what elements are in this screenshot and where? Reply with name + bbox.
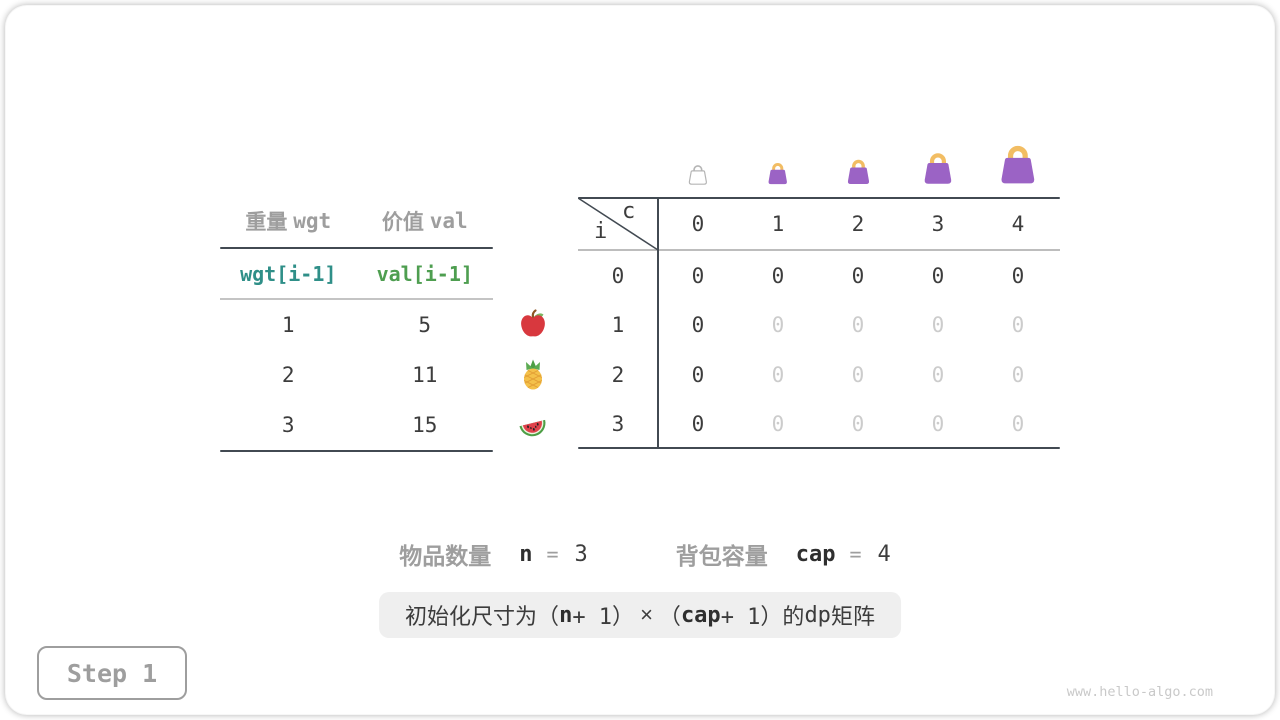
items-count-group: 物品数量 n = 3 [399, 537, 588, 571]
dp-cell: 0 [771, 412, 785, 437]
n-value: 3 [574, 541, 588, 567]
dp-cell: 0 [851, 362, 865, 387]
bag-capacity-3-icon [898, 135, 978, 185]
dp-cell: 0 [691, 263, 705, 288]
item-row: 3 15 [220, 400, 493, 450]
value-column-header: 价值 val [381, 209, 468, 234]
item-weight: 2 [281, 363, 295, 387]
matrix-header-divider [578, 249, 1060, 251]
equals-sign: = [849, 542, 862, 566]
capacity-bags-row [658, 135, 1058, 185]
cap-variable: cap [680, 602, 721, 628]
dp-col-header: 4 [1011, 212, 1025, 236]
table-divider [220, 247, 493, 249]
bag-capacity-1-icon [738, 135, 818, 185]
item-row: 1 5 [220, 300, 493, 350]
dp-cell: 0 [1011, 263, 1025, 288]
row-variable-label: i [594, 219, 608, 244]
n-variable: n [519, 541, 533, 567]
dp-row-header: 0 [611, 263, 625, 288]
init-step-callout: 初始化尺寸为（ n + 1） × （cap + 1）的 dp 矩阵 [379, 592, 901, 638]
weight-column-header: 重量 wgt [245, 209, 332, 234]
dp-cell: 0 [771, 263, 785, 288]
matrix-bottom-border [578, 447, 1060, 449]
step-badge: Step 1 [37, 646, 187, 700]
item-value: 11 [412, 363, 438, 387]
items-table: 重量 wgt 价值 val wgt[i-1] val[i-1] 1 5 2 [220, 195, 493, 452]
col-variable-label: c [622, 199, 636, 224]
matrix-column-headers: 0 1 2 3 4 [658, 199, 1058, 249]
n-variable: n [559, 602, 573, 628]
watermark: www.hello-algo.com [1066, 684, 1213, 700]
variables-legend: 物品数量 n = 3 背包容量 cap = 4 [5, 537, 1280, 571]
dp-col-header: 2 [851, 212, 865, 236]
dp-cell: 0 [1011, 412, 1025, 437]
dp-row-header: 2 [611, 362, 625, 387]
dp-cell: 0 [931, 263, 945, 288]
dp-row-header: 1 [611, 313, 625, 338]
cap-value: 4 [877, 541, 891, 567]
bag-capacity-2-icon [818, 135, 898, 185]
items-table-index-row: wgt[i-1] val[i-1] [220, 249, 493, 298]
dp-cell: 0 [691, 313, 705, 338]
equals-sign: = [546, 542, 559, 566]
apple-icon [517, 308, 549, 340]
table-divider [220, 298, 493, 300]
cap-variable: cap [795, 541, 836, 567]
dp-cell: 0 [851, 412, 865, 437]
dp-row: 3 0 0 0 0 0 [578, 400, 1060, 450]
multiply-sign: × [640, 602, 653, 627]
dp-cell: 0 [771, 362, 785, 387]
val-index-label: val[i-1] [376, 261, 473, 286]
dp-cell: 0 [931, 362, 945, 387]
bag-capacity-4-icon [978, 135, 1058, 185]
dp-row: 1 0 0 0 0 0 [578, 301, 1060, 351]
item-weight: 3 [281, 413, 295, 437]
dp-cell: 0 [851, 313, 865, 338]
capacity-group: 背包容量 cap = 4 [676, 537, 891, 571]
callout-text: 初始化尺寸为（ [405, 604, 560, 629]
watermelon-icon [517, 410, 549, 442]
dp-col-header: 1 [771, 212, 785, 236]
dp-cell: 0 [931, 313, 945, 338]
matrix-corner-cell: c i [578, 197, 658, 250]
matrix-top-border [578, 197, 1060, 199]
dp-cell: 0 [771, 313, 785, 338]
diagram-card: 重量 wgt 价值 val wgt[i-1] val[i-1] 1 5 2 [5, 5, 1275, 715]
dp-row-header: 3 [611, 412, 625, 437]
capacity-label: 背包容量 [675, 543, 768, 569]
items-table-header: 重量 wgt 价值 val [220, 195, 493, 247]
pineapple-icon [517, 359, 549, 391]
dp-cell: 0 [691, 362, 705, 387]
dp-cell: 0 [931, 412, 945, 437]
wgt-index-label: wgt[i-1] [240, 261, 337, 286]
matrix-body: 0 0 0 0 0 0 1 0 0 0 0 0 2 0 [578, 251, 1060, 449]
dp-col-header: 0 [691, 212, 705, 236]
dp-col-header: 3 [931, 212, 945, 236]
dp-name: dp [804, 602, 831, 628]
bag-capacity-0-icon [658, 135, 738, 185]
dp-row: 0 0 0 0 0 0 [578, 251, 1060, 301]
dp-cell: 0 [691, 412, 705, 437]
items-count-label: 物品数量 [399, 543, 492, 569]
dp-cell: 0 [851, 263, 865, 288]
dp-cell: 0 [1011, 313, 1025, 338]
dp-row: 2 0 0 0 0 0 [578, 350, 1060, 400]
matrix-vertical-divider [657, 197, 659, 449]
table-divider [220, 450, 493, 452]
item-row: 2 11 [220, 350, 493, 400]
dp-matrix: c i 0 1 2 3 4 0 0 0 0 0 0 [578, 197, 1060, 449]
item-value: 5 [418, 313, 432, 337]
item-weight: 1 [281, 313, 295, 337]
item-value: 15 [412, 413, 438, 437]
dp-cell: 0 [1011, 362, 1025, 387]
